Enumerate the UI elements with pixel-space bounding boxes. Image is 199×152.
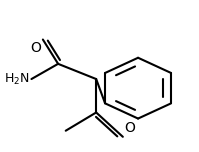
Text: H$_2$N: H$_2$N <box>4 71 29 87</box>
Text: O: O <box>125 121 136 135</box>
Text: O: O <box>30 41 41 55</box>
